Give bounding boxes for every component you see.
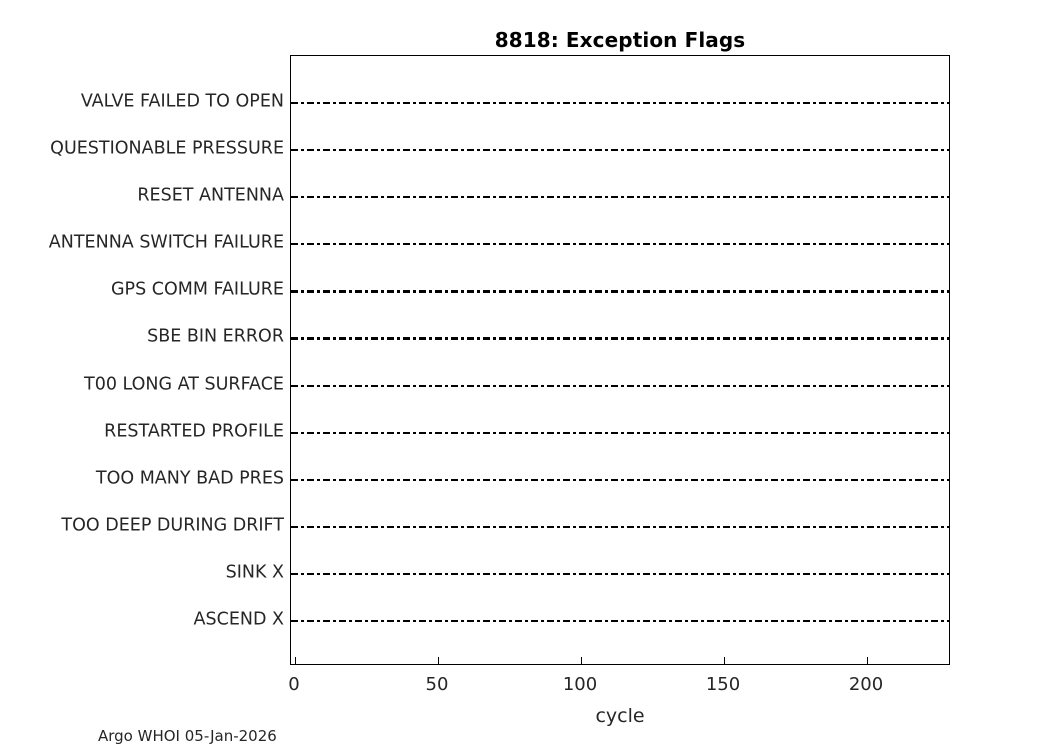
chart-title: 8818: Exception Flags	[494, 28, 746, 52]
gridline	[291, 290, 949, 293]
y-tick-label: TOO MANY BAD PRES	[95, 467, 284, 488]
gridline	[291, 431, 949, 434]
gridline	[291, 525, 949, 528]
y-tick-label: SBE BIN ERROR	[147, 326, 284, 347]
gridline	[291, 572, 949, 576]
gridline	[291, 384, 949, 387]
plot-area	[290, 55, 950, 665]
x-tick-label: 200	[848, 674, 884, 695]
x-tick-mark	[438, 657, 440, 664]
x-tick-mark	[724, 657, 726, 664]
y-tick-label: T00 LONG AT SURFACE	[84, 373, 284, 394]
y-tick-label: GPS COMM FAILURE	[110, 279, 284, 300]
gridline	[291, 196, 949, 199]
gridline	[291, 243, 949, 246]
x-tick-mark	[295, 657, 297, 664]
y-tick-label: RESTARTED PROFILE	[104, 420, 284, 441]
x-tick-label: 50	[425, 674, 449, 695]
x-tick-mark	[581, 657, 583, 664]
y-tick-label: QUESTIONABLE PRESSURE	[50, 138, 284, 159]
x-tick-label: 100	[562, 674, 598, 695]
footer-credit: Argo WHOI 05-Jan-2026	[98, 727, 277, 745]
x-tick-label: 150	[705, 674, 741, 695]
x-tick-label: 0	[288, 674, 300, 695]
y-tick-label: VALVE FAILED TO OPEN	[80, 91, 284, 112]
gridline	[291, 620, 949, 623]
y-tick-label: ANTENNA SWITCH FAILURE	[48, 232, 284, 253]
x-tick-mark	[867, 657, 869, 664]
y-tick-label: ASCEND X	[193, 609, 284, 630]
y-tick-label: TOO DEEP DURING DRIFT	[61, 515, 284, 536]
x-axis-label: cycle	[595, 705, 645, 727]
gridline	[291, 478, 949, 481]
gridline	[291, 102, 949, 105]
y-tick-label: SINK X	[225, 562, 284, 583]
y-tick-label: RESET ANTENNA	[137, 185, 284, 206]
gridline	[291, 337, 949, 340]
gridline	[291, 149, 949, 152]
